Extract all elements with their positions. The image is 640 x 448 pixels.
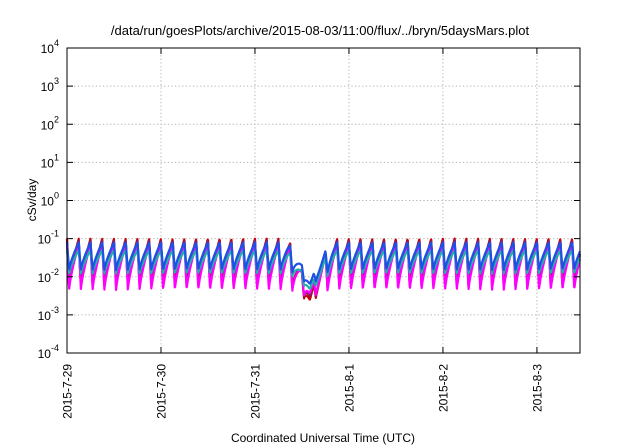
y-tick-label: 10-1 <box>38 229 59 247</box>
y-tick-label: 10-2 <box>38 267 59 285</box>
x-tick-label: 2015-8-2 <box>436 364 450 412</box>
y-tick-label: 100 <box>41 191 59 209</box>
x-axis-label: Coordinated Universal Time (UTC) <box>231 431 415 445</box>
x-tick-label: 2015-8-1 <box>342 364 356 412</box>
x-tick-label: 2015-7-30 <box>154 364 168 419</box>
chart-title: /data/run/goesPlots/archive/2015-08-03/1… <box>111 23 530 38</box>
data-series <box>65 237 582 301</box>
y-tick-label: 10-3 <box>38 305 59 323</box>
y-tick-label: 104 <box>41 38 59 56</box>
y-tick-label: 10-4 <box>38 343 59 361</box>
y-tick-label: 101 <box>41 152 59 170</box>
x-tick-label: 2015-7-29 <box>61 364 75 419</box>
series-line <box>65 241 582 285</box>
axis-ticks: 104 103 102 101 100 10-1 10-2 10-3 10-42015-7-29… <box>38 38 580 419</box>
grid-lines <box>67 48 580 353</box>
y-tick-label: 102 <box>41 114 59 132</box>
series-line <box>65 249 581 290</box>
y-axis-label: cSv/day <box>25 179 39 222</box>
y-tick-label: 103 <box>41 76 59 94</box>
x-tick-label: 2015-8-3 <box>530 364 544 412</box>
x-tick-label: 2015-7-31 <box>248 364 262 419</box>
